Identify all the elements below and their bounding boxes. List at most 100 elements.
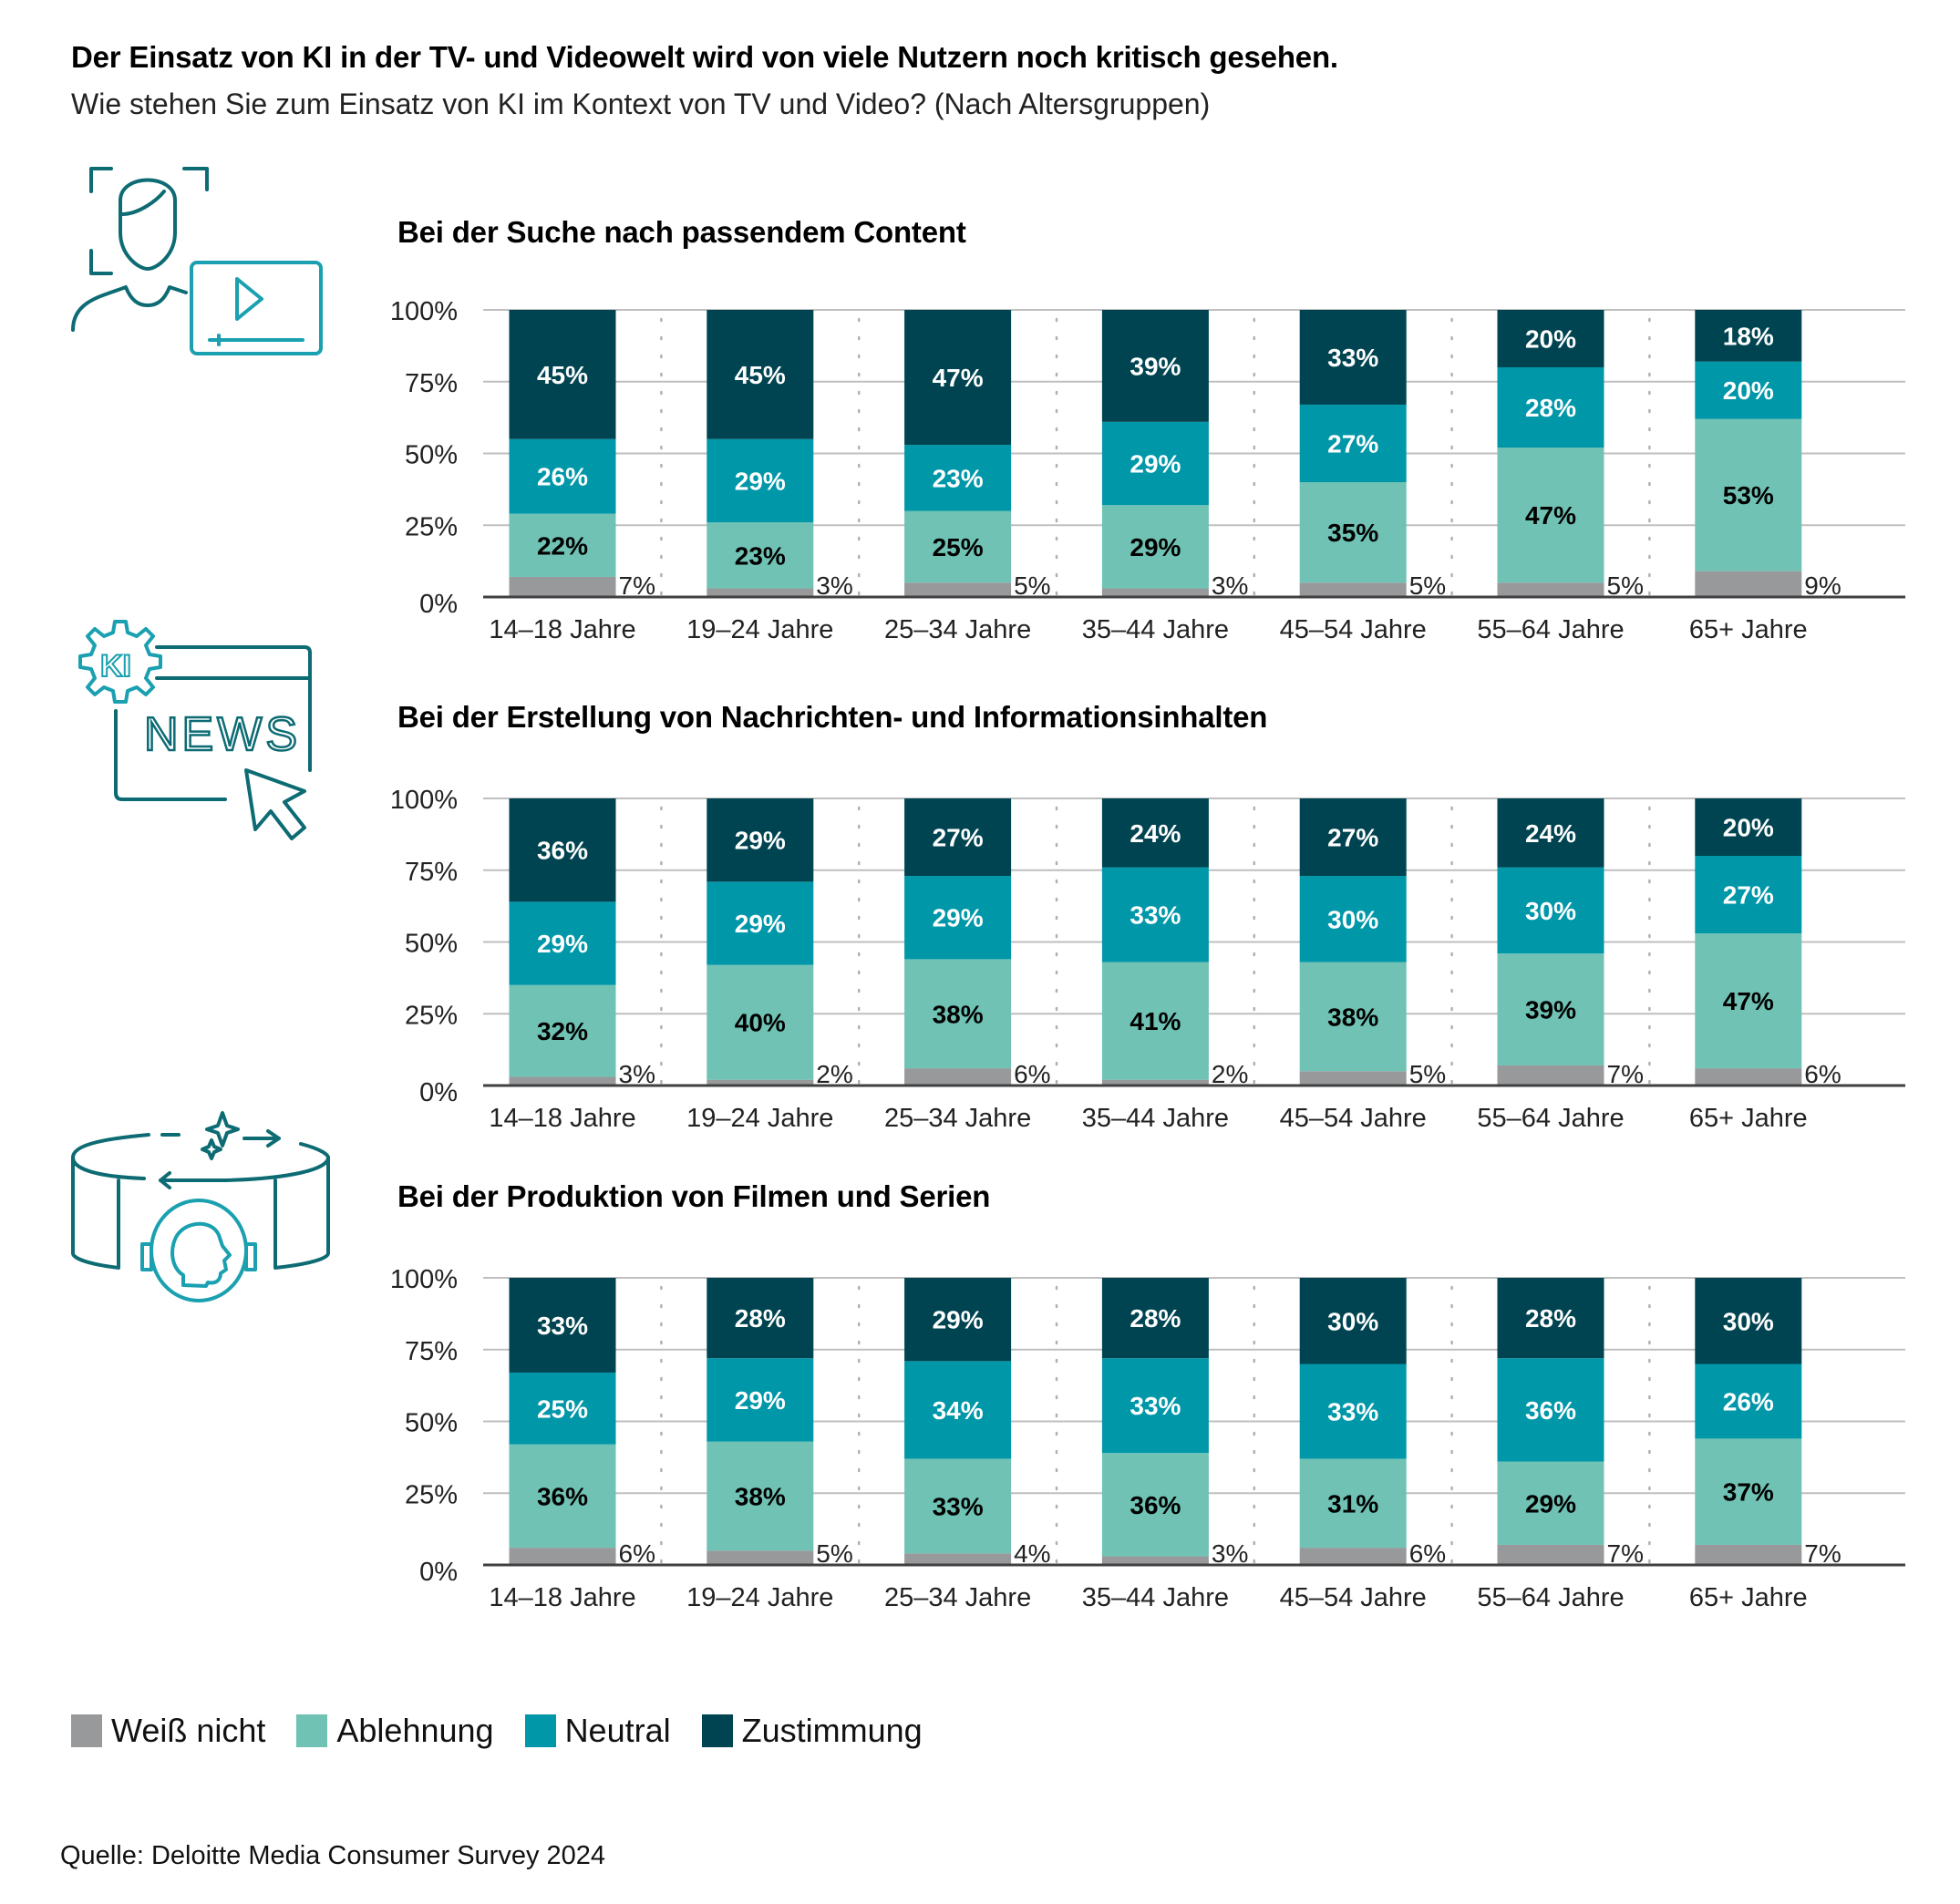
chart-1-search-content: 0% 25% 50% 75% 100% 7% 22% 26% 45% 14–18 Jahre 3% 2… bbox=[390, 297, 1905, 644]
bar-segment-neutral bbox=[1299, 876, 1407, 962]
x-tick-label: 65+ Jahre bbox=[1689, 615, 1808, 644]
bar-segment-zustimmung bbox=[1695, 310, 1802, 362]
bar-segment-weiss-nicht bbox=[1695, 1544, 1802, 1565]
bar-segment-neutral bbox=[1695, 856, 1802, 934]
data-label: 3% bbox=[816, 571, 852, 600]
bar-segment-weiss-nicht bbox=[904, 1553, 1012, 1565]
data-label: 36% bbox=[537, 1482, 588, 1510]
legend-item-zustimmung: Zustimmung bbox=[701, 1712, 923, 1750]
data-label: 40% bbox=[735, 1009, 786, 1037]
legend-swatch bbox=[701, 1714, 733, 1747]
bar-segment-neutral bbox=[707, 438, 814, 523]
x-tick-label: 14–18 Jahre bbox=[489, 615, 635, 644]
legend-label: Ablehnung bbox=[336, 1712, 494, 1749]
bar-segment-zustimmung bbox=[509, 310, 616, 439]
x-tick-label: 19–24 Jahre bbox=[686, 615, 833, 644]
bar-segment-neutral bbox=[1497, 1358, 1604, 1462]
x-tick-label: 25–34 Jahre bbox=[884, 1583, 1031, 1612]
y-tick-label: 0% bbox=[419, 1558, 458, 1587]
data-label: 33% bbox=[1130, 1392, 1181, 1420]
x-tick-label: 19–24 Jahre bbox=[686, 1104, 833, 1133]
x-tick-label: 35–44 Jahre bbox=[1082, 1583, 1229, 1612]
data-label: 20% bbox=[1525, 325, 1576, 354]
person-video-icon bbox=[71, 167, 323, 355]
data-label: 31% bbox=[1327, 1489, 1378, 1518]
bar-segment-ablehnung bbox=[1299, 962, 1407, 1072]
data-label: 27% bbox=[933, 824, 984, 852]
data-label: 5% bbox=[1409, 1060, 1446, 1088]
ki-news-icon: NEWS KI bbox=[78, 620, 312, 840]
y-tick-label: 75% bbox=[405, 858, 458, 887]
y-tick-label: 0% bbox=[419, 590, 458, 619]
bar-segment-weiss-nicht bbox=[1497, 1544, 1604, 1565]
data-label: 33% bbox=[1130, 901, 1181, 930]
source-note: Quelle: Deloitte Media Consumer Survey 2… bbox=[60, 1841, 606, 1870]
data-label: 24% bbox=[1130, 819, 1181, 848]
x-tick-label: 19–24 Jahre bbox=[686, 1583, 833, 1612]
x-tick-label: 65+ Jahre bbox=[1689, 1583, 1808, 1612]
page-title: Der Einsatz von KI in der TV- und Videow… bbox=[71, 40, 1338, 74]
bar-segment-weiss-nicht bbox=[1695, 571, 1802, 597]
data-label: 23% bbox=[933, 464, 984, 492]
bar-segment-ablehnung bbox=[509, 513, 616, 577]
data-label: 25% bbox=[933, 533, 984, 561]
legend: Weiß nicht Ablehnung Neutral Zustimmung bbox=[71, 1712, 954, 1750]
data-label: 29% bbox=[735, 1386, 786, 1415]
data-label: 35% bbox=[1327, 519, 1378, 547]
data-label: 28% bbox=[1525, 1304, 1576, 1333]
bar-segment-zustimmung bbox=[1695, 1278, 1802, 1364]
data-label: 45% bbox=[735, 361, 786, 389]
bar-segment-weiss-nicht bbox=[707, 588, 814, 597]
bar-segment-zustimmung bbox=[707, 310, 814, 439]
data-label: 38% bbox=[735, 1482, 786, 1510]
data-label: 2% bbox=[816, 1060, 852, 1088]
page-subtitle: Wie stehen Sie zum Einsatz von KI im Kon… bbox=[71, 87, 1211, 120]
legend-swatch bbox=[71, 1714, 102, 1747]
data-label: 27% bbox=[1327, 429, 1378, 458]
x-tick-label: 35–44 Jahre bbox=[1082, 1104, 1229, 1133]
data-label: 7% bbox=[1607, 1539, 1644, 1568]
data-label: 29% bbox=[1525, 1489, 1576, 1518]
x-tick-label: 25–34 Jahre bbox=[884, 615, 1031, 644]
legend-label: Weiß nicht bbox=[111, 1712, 266, 1749]
data-label: 26% bbox=[1723, 1387, 1774, 1415]
x-tick-label: 45–54 Jahre bbox=[1280, 1583, 1427, 1612]
bar-segment-zustimmung bbox=[904, 798, 1012, 877]
data-label: 39% bbox=[1130, 352, 1181, 380]
bar-segment-neutral bbox=[1299, 404, 1407, 482]
data-label: 28% bbox=[1525, 394, 1576, 422]
bar-segment-ablehnung bbox=[1695, 418, 1802, 571]
y-tick-label: 100% bbox=[390, 297, 458, 326]
y-tick-label: 50% bbox=[405, 930, 458, 959]
data-label: 41% bbox=[1130, 1007, 1181, 1035]
bar-segment-zustimmung bbox=[1101, 310, 1209, 422]
y-tick-label: 0% bbox=[419, 1078, 458, 1107]
data-label: 5% bbox=[1409, 571, 1446, 600]
data-label: 47% bbox=[933, 364, 984, 392]
data-label: 34% bbox=[933, 1396, 984, 1425]
data-label: 6% bbox=[619, 1539, 655, 1568]
data-label: 30% bbox=[1723, 1307, 1774, 1335]
bar-segment-weiss-nicht bbox=[1101, 1556, 1209, 1565]
legend-label: Zustimmung bbox=[741, 1712, 923, 1749]
legend-swatch bbox=[524, 1714, 556, 1747]
data-label: 38% bbox=[933, 1000, 984, 1028]
data-label: 33% bbox=[1327, 1397, 1378, 1425]
bar-segment-weiss-nicht bbox=[904, 1068, 1012, 1086]
bar-segment-weiss-nicht bbox=[1497, 1065, 1604, 1086]
bar-segment-ablehnung bbox=[904, 510, 1012, 583]
bar-segment-weiss-nicht bbox=[509, 1548, 616, 1565]
data-label: 4% bbox=[1014, 1539, 1050, 1568]
bar-segment-ablehnung bbox=[904, 959, 1012, 1069]
bar-segment-ablehnung bbox=[1101, 1453, 1209, 1557]
data-label: 24% bbox=[1525, 819, 1576, 848]
legend-swatch bbox=[296, 1714, 328, 1747]
bar-segment-zustimmung bbox=[509, 798, 616, 902]
bar-segment-neutral bbox=[1497, 367, 1604, 448]
chart-2-news-creation: 0% 25% 50% 75% 100% 3% 32% 29% 36% 14–18 Jahre 2% 4… bbox=[390, 786, 1905, 1133]
bar-segment-neutral bbox=[1101, 867, 1209, 962]
y-tick-label: 25% bbox=[405, 1480, 458, 1509]
data-label: 36% bbox=[1525, 1396, 1576, 1425]
svg-text:KI: KI bbox=[100, 649, 131, 684]
chart-1-title: Bei der Suche nach passendem Content bbox=[397, 215, 966, 249]
